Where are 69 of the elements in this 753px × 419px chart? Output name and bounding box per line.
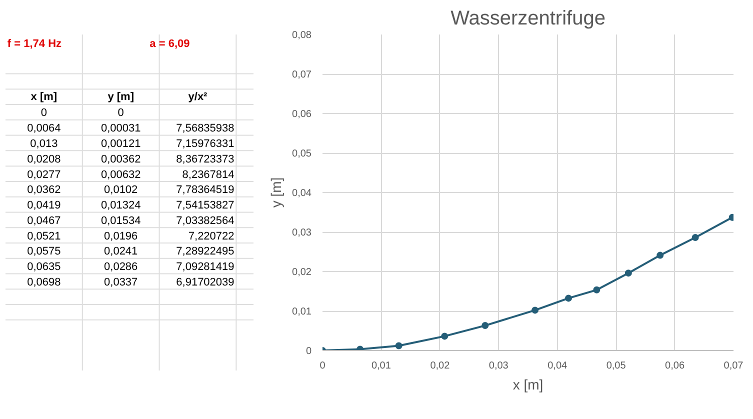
x-tick-label: 0,06 (665, 360, 685, 372)
y-tick-label: 0,04 (292, 188, 312, 199)
x-axis-title: x [m] (512, 376, 544, 392)
text: 0,0575 (27, 246, 61, 258)
text: 0,0208 (27, 153, 61, 166)
text: 0 (40, 107, 48, 120)
text: y/x² (188, 90, 208, 103)
x-tick-label: 0,01 (371, 360, 392, 372)
point (624, 270, 632, 277)
text: 0,013 (30, 138, 58, 150)
text: 7,78364519 (176, 184, 234, 196)
text: 0,00362 (100, 153, 141, 166)
text: 0,0102 (104, 184, 138, 196)
text: 0,0064 (27, 122, 61, 135)
point (482, 322, 489, 330)
x-tick-label: 0,03 (488, 360, 509, 372)
x-tick-label: 0,07 (724, 360, 744, 372)
text: 7,15976331 (176, 138, 234, 150)
text: a = 6,09 (150, 38, 190, 50)
point (656, 252, 664, 259)
point (593, 286, 600, 294)
text: 7,56835938 (176, 122, 234, 135)
point (565, 294, 572, 302)
x-tick-label: 0,04 (548, 360, 568, 372)
text: 0,00121 (100, 138, 141, 150)
text: f = 1,74 Hz (7, 38, 62, 50)
x-tick-label: 0,05 (606, 360, 626, 372)
y-tick-label: 0,06 (292, 109, 312, 120)
text: 0,00031 (100, 122, 141, 135)
y-tick-label: 0,08 (292, 30, 312, 41)
text: 0,00632 (100, 168, 141, 181)
x-tick-label: 0 (320, 360, 326, 372)
text: 0,0419 (27, 200, 61, 212)
text: 7,54153827 (176, 200, 234, 212)
y-tick-label: 0 (306, 346, 312, 357)
text: 0,0196 (104, 230, 138, 242)
text: 0,0521 (27, 230, 61, 242)
y-tick-label: 0,07 (292, 70, 312, 80)
y-tick-label: 0,03 (292, 228, 312, 238)
y-axis-title: y [m] (268, 177, 284, 208)
text: 7,09281419 (176, 261, 234, 274)
text: 0,0467 (27, 214, 61, 227)
point (441, 332, 448, 340)
point (395, 342, 402, 350)
text: 6,91702039 (176, 276, 234, 288)
point (692, 234, 699, 242)
text: 0,0337 (104, 276, 138, 288)
text: y [m] (108, 90, 134, 103)
y-tick-label: 0,02 (292, 267, 312, 278)
y-tick-label: 0,05 (292, 148, 312, 160)
text: 7,03382564 (176, 214, 234, 227)
text: 0 (118, 107, 124, 120)
text: 7,28922495 (176, 246, 234, 258)
text: 0,01534 (100, 214, 141, 227)
text: 7,220722 (188, 230, 234, 242)
text: 0,0241 (104, 246, 138, 258)
text: 0,0635 (27, 261, 61, 274)
point (532, 306, 539, 314)
text: 8,36723373 (176, 153, 234, 166)
text: x [m] (30, 90, 58, 103)
text: 8,2367814 (182, 168, 234, 181)
x-tick-label: 0,02 (430, 360, 450, 372)
text: 0,0362 (27, 184, 61, 196)
text: 0,0286 (104, 261, 138, 274)
text: 0,01324 (100, 200, 141, 212)
chart-title: Wasserzentrifuge (450, 8, 606, 30)
text: 0,0698 (27, 276, 61, 288)
text: 0,0277 (27, 168, 61, 181)
y-tick-label: 0,01 (292, 306, 312, 318)
